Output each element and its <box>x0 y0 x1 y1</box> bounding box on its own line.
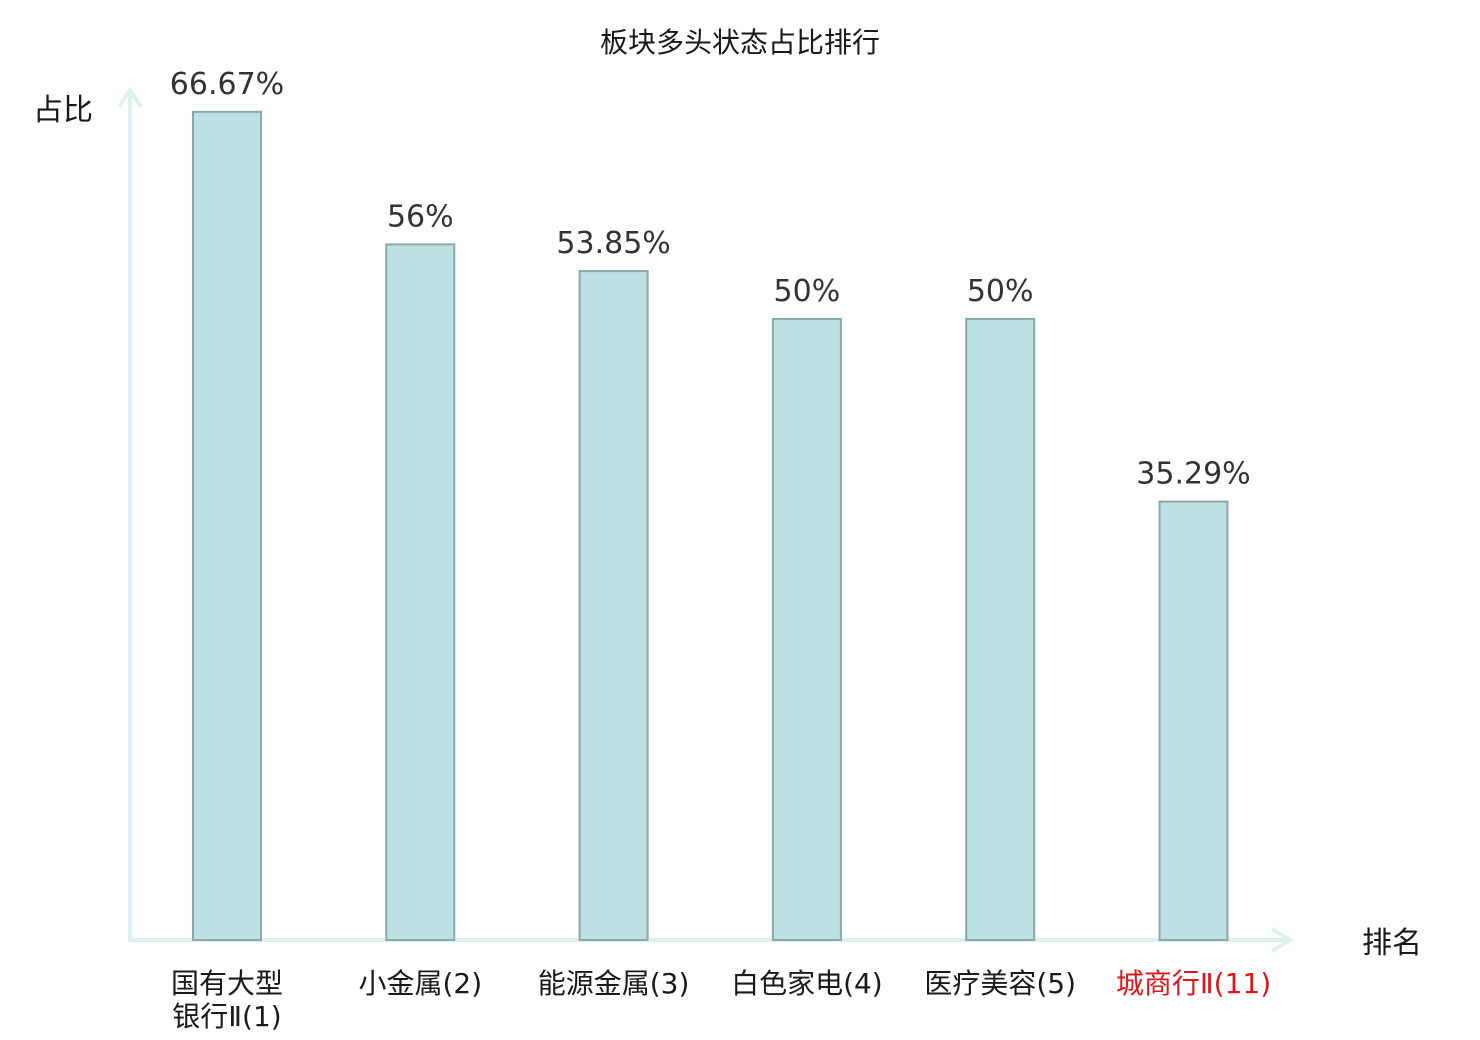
bars-group <box>192 110 1229 942</box>
bar-3 <box>578 270 649 941</box>
y-axis-arrow <box>117 86 143 109</box>
value-labels-group: 66.67% 56% 53.85% 50% 50% 35.29% <box>170 67 1251 492</box>
bar-value-label-2: 56% <box>387 199 454 234</box>
bar-value-label-4: 50% <box>774 274 841 309</box>
bar-1 <box>192 110 262 942</box>
category-label-1-line-1: 国有大型 <box>171 967 283 1000</box>
bar-5 <box>965 317 1036 941</box>
bar-4 <box>771 317 842 941</box>
category-label-2: 小金属(2) <box>358 967 482 1000</box>
category-label-5: 医疗美容(5) <box>924 967 1076 1000</box>
chart-title: 板块多头状态占比排行 <box>600 26 880 59</box>
category-label-6: 城商行Ⅱ(11) <box>1116 967 1271 1000</box>
category-label-4: 白色家电(4) <box>731 967 883 1000</box>
bar-value-label-3: 53.85% <box>556 226 670 261</box>
bar-value-label-6: 35.29% <box>1136 457 1250 492</box>
y-axis <box>117 86 143 942</box>
category-label-3: 能源金属(3) <box>538 967 690 1000</box>
bar-2 <box>385 243 456 941</box>
y-axis-label: 占比 <box>33 93 93 128</box>
bar-value-label-5: 50% <box>967 274 1034 309</box>
bar-value-label-1: 66.67% <box>170 67 284 102</box>
category-label-1-line-2: 银行Ⅱ(1) <box>172 1000 281 1033</box>
x-axis-label: 排名 <box>1362 926 1422 961</box>
x-axis-arrow <box>1270 927 1294 953</box>
bar-6 <box>1158 500 1229 941</box>
x-axis <box>128 927 1294 953</box>
